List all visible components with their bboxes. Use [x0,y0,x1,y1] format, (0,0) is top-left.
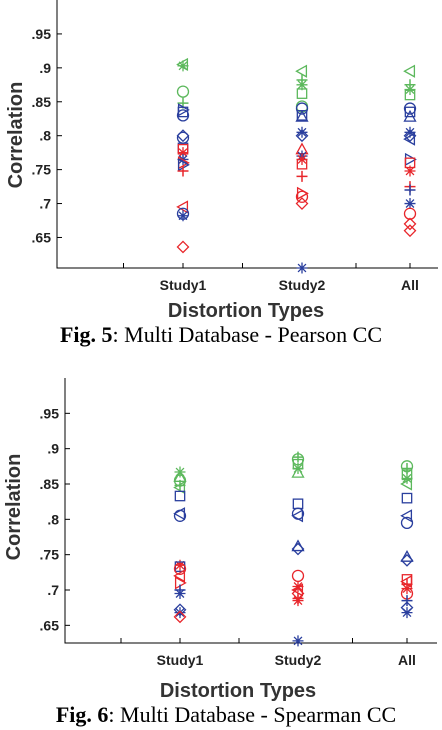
plot-area: .65 .7 .75 .8 .85 .9 .95 Study1 Study2 All [40,378,437,668]
data-point [404,84,416,96]
x-axis-title: Distortion Types [168,300,324,322]
pearson-chart: .65 .7 .75 .8 .85 .9 .95 Study1 Study2 All Correl… [5,0,438,347]
y-tick-label: .75 [32,162,52,178]
data-point [173,610,187,624]
data-point [176,200,189,214]
x-axis-title: Distortion Types [160,680,316,702]
data-point [403,102,417,115]
caption-text: : Multi Database - Pearson CC [113,322,382,347]
data-point [401,492,413,504]
data-point [404,184,416,196]
y-tick-label: .85 [40,476,60,492]
data-point [404,165,416,177]
caption-label: Fig. 5 [60,322,113,347]
data-point [177,165,189,177]
y-tick-label: .8 [47,511,59,527]
data-point [174,559,186,571]
data-point [173,509,187,522]
data-point [404,152,417,167]
y-tick-label: .95 [40,405,60,421]
data-point [400,553,414,567]
axes [56,0,438,269]
data-point [296,126,308,138]
x-tick-label: Study1 [157,652,204,668]
data-point [401,595,413,607]
data-point [400,477,413,491]
data-point [291,542,305,556]
y-tick-label: .9 [47,441,59,457]
data-point [401,607,413,619]
data-point [403,224,417,238]
y-tick-label: .9 [39,60,51,76]
x-tick-label: All [401,277,419,293]
data-point [400,549,414,562]
y-tick-label: .65 [40,617,60,633]
y-axis-title: Correlation [5,82,27,189]
y-tick-label: .8 [39,128,51,144]
data-point [296,170,308,182]
data-point [404,89,416,101]
data-point [174,607,186,619]
caption-text: : Multi Database - Spearman CC [108,702,396,727]
data-point [403,132,416,146]
figure-caption: Fig. 5: Multi Database - Pearson CC [60,322,382,347]
data-point [291,509,304,523]
data-point [295,197,309,210]
y-tick-label: .75 [40,547,60,563]
data-point [296,262,308,274]
y-tick-label: .7 [47,582,59,598]
x-tick-label: Study2 [275,652,322,668]
data-point [403,64,416,78]
data-point [292,635,304,647]
x-tick-label: All [398,652,416,668]
data-point [400,516,414,530]
data-point [295,190,309,203]
data-point [173,562,187,575]
figure-caption: Fig. 6: Multi Database - Spearman CC [56,702,396,727]
data-point [404,126,416,138]
data-point [295,64,308,78]
data-point [291,465,305,478]
data-point [403,109,417,122]
data-point [173,480,186,495]
data-point [296,79,308,91]
data-point [176,85,190,98]
x-tick-label: Study1 [160,277,207,293]
caption-label: Fig. 6 [56,702,109,727]
spearman-chart: .65 .7 .75 .8 .85 .9 .95 Study1 Study2 All Correl… [3,378,437,727]
data-point [174,588,186,600]
y-tick-label: .7 [39,196,51,212]
data-point [176,240,190,254]
y-tick-label: .95 [32,26,52,42]
data-point [291,539,305,552]
data-point [292,498,304,510]
data-point [295,129,309,143]
y-tick-label: .65 [32,229,52,245]
data-point [296,88,308,99]
data-point [404,106,416,118]
data-point [177,147,189,159]
data-point [295,109,309,122]
y-tick-label: .85 [32,94,52,110]
data-point [174,490,186,502]
data-point [403,217,417,231]
data-point [404,198,416,210]
data-point [295,102,309,115]
y-axis-title: Correlation [3,454,25,561]
data-point [177,60,189,72]
data-point [401,472,413,484]
data-point [291,583,304,597]
data-point [177,210,189,222]
axes [64,378,437,644]
data-point [400,509,413,523]
data-point [173,569,186,583]
data-point [296,158,308,170]
data-point [291,569,305,583]
x-tick-label: Study2 [279,277,326,293]
data-point [292,595,304,607]
data-point [174,479,186,491]
plot-area: .65 .7 .75 .8 .85 .9 .95 Study1 Study2 All [32,0,438,293]
data-point [401,462,413,474]
data-point [176,109,190,122]
